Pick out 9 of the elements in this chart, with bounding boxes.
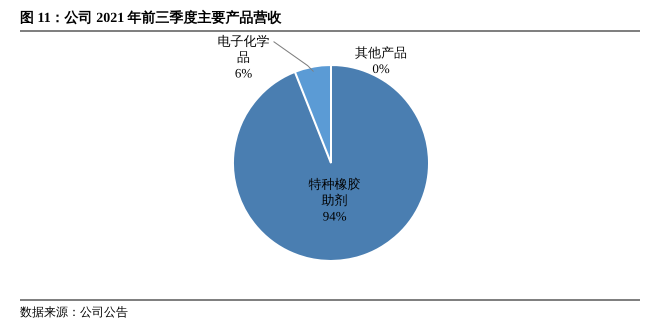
slice-label: 电子化学品 [218,34,270,65]
pie-slice [232,64,430,262]
chart-title: 图 11：公司 2021 年前三季度主要产品营收 [20,9,283,26]
source-note: 数据来源：公司公告 [20,305,128,319]
data-label: 6% [234,66,252,81]
slice-label: 特种橡胶助剂 [308,176,361,208]
data-label: 94% [322,208,347,224]
category-label: 其他产品 [355,45,407,60]
text: 0% [372,61,390,76]
